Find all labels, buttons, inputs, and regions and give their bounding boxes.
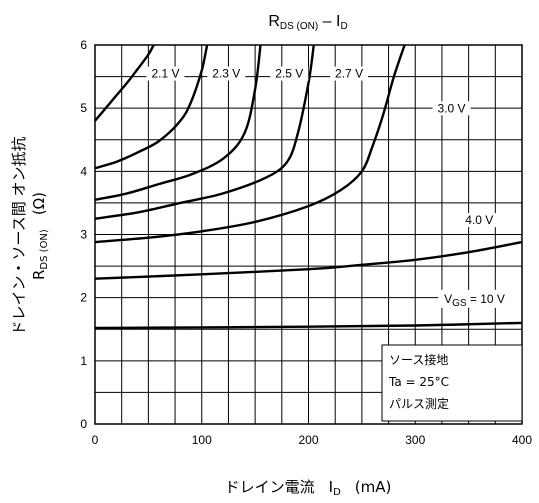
curve-label-background <box>207 66 246 81</box>
series-line <box>94 321 523 330</box>
condition-line: Ta = 25°C <box>388 375 449 389</box>
curve-label: 2.3 V <box>212 67 240 81</box>
y-tick-label: 2 <box>80 291 87 305</box>
y-tick-label: 3 <box>80 228 87 242</box>
curve-label-background <box>432 101 471 116</box>
x-tick-label: 400 <box>512 433 532 447</box>
curve-label: 2.5 V <box>275 67 303 81</box>
curve-label: 4.0 V <box>465 213 493 227</box>
x-tick-label: 100 <box>192 433 212 447</box>
conditions-box: ソース接地 Ta = 25°C パルス測定 <box>381 344 523 422</box>
x-tick-label: 300 <box>405 433 425 447</box>
condition-line: パルス測定 <box>389 396 449 411</box>
y-tick-label: 0 <box>80 417 87 431</box>
y-tick-label: 5 <box>80 101 87 115</box>
conditions-box-frame <box>381 344 523 422</box>
vgs-label-background <box>438 289 539 308</box>
curve-label: 2.1 V <box>151 67 179 81</box>
curve-label: 3.0 V <box>438 101 466 115</box>
y-tick-label: 4 <box>80 164 87 178</box>
y-tick-label: 6 <box>80 38 87 52</box>
curve-label-background <box>330 66 369 81</box>
tick-labels: 0 100 200 300 400 0 1 2 3 4 5 6 <box>80 38 532 447</box>
curve-label-background <box>460 213 499 228</box>
series-line <box>94 44 155 122</box>
condition-line: ソース接地 <box>389 352 448 367</box>
x-tick-label: 200 <box>298 433 318 447</box>
series-line <box>94 44 315 220</box>
curve-label: 2.7 V <box>335 67 363 81</box>
series-line <box>94 240 523 280</box>
curve-labels: 2.1 V 2.3 V 2.5 V 2.7 V 3.0 V 4.0 V VGS = 10 V <box>146 66 539 309</box>
y-tick-label: 1 <box>80 354 87 368</box>
y-axis-label-line2: RDS (ON)(Ω) <box>30 192 50 280</box>
y-axis-label: ドレイン・ソース間 オン抵抗 RDS (ON)(Ω) <box>10 136 50 335</box>
x-axis-label: ドレイン電流 ID (mA) <box>225 478 392 498</box>
series-lines <box>94 44 523 330</box>
series-line <box>94 44 209 170</box>
chart-title: RDS (ON) – ID <box>268 13 347 32</box>
x-tick-label: 0 <box>92 433 99 447</box>
curve-label-background <box>146 66 185 81</box>
series-line <box>94 44 262 201</box>
series-line <box>94 44 406 244</box>
plot-frame <box>94 44 523 425</box>
y-axis-label-line1: ドレイン・ソース間 オン抵抗 <box>10 136 28 335</box>
curve-label-background <box>270 66 309 81</box>
vgs-curve-label: VGS = 10 V <box>444 292 505 309</box>
